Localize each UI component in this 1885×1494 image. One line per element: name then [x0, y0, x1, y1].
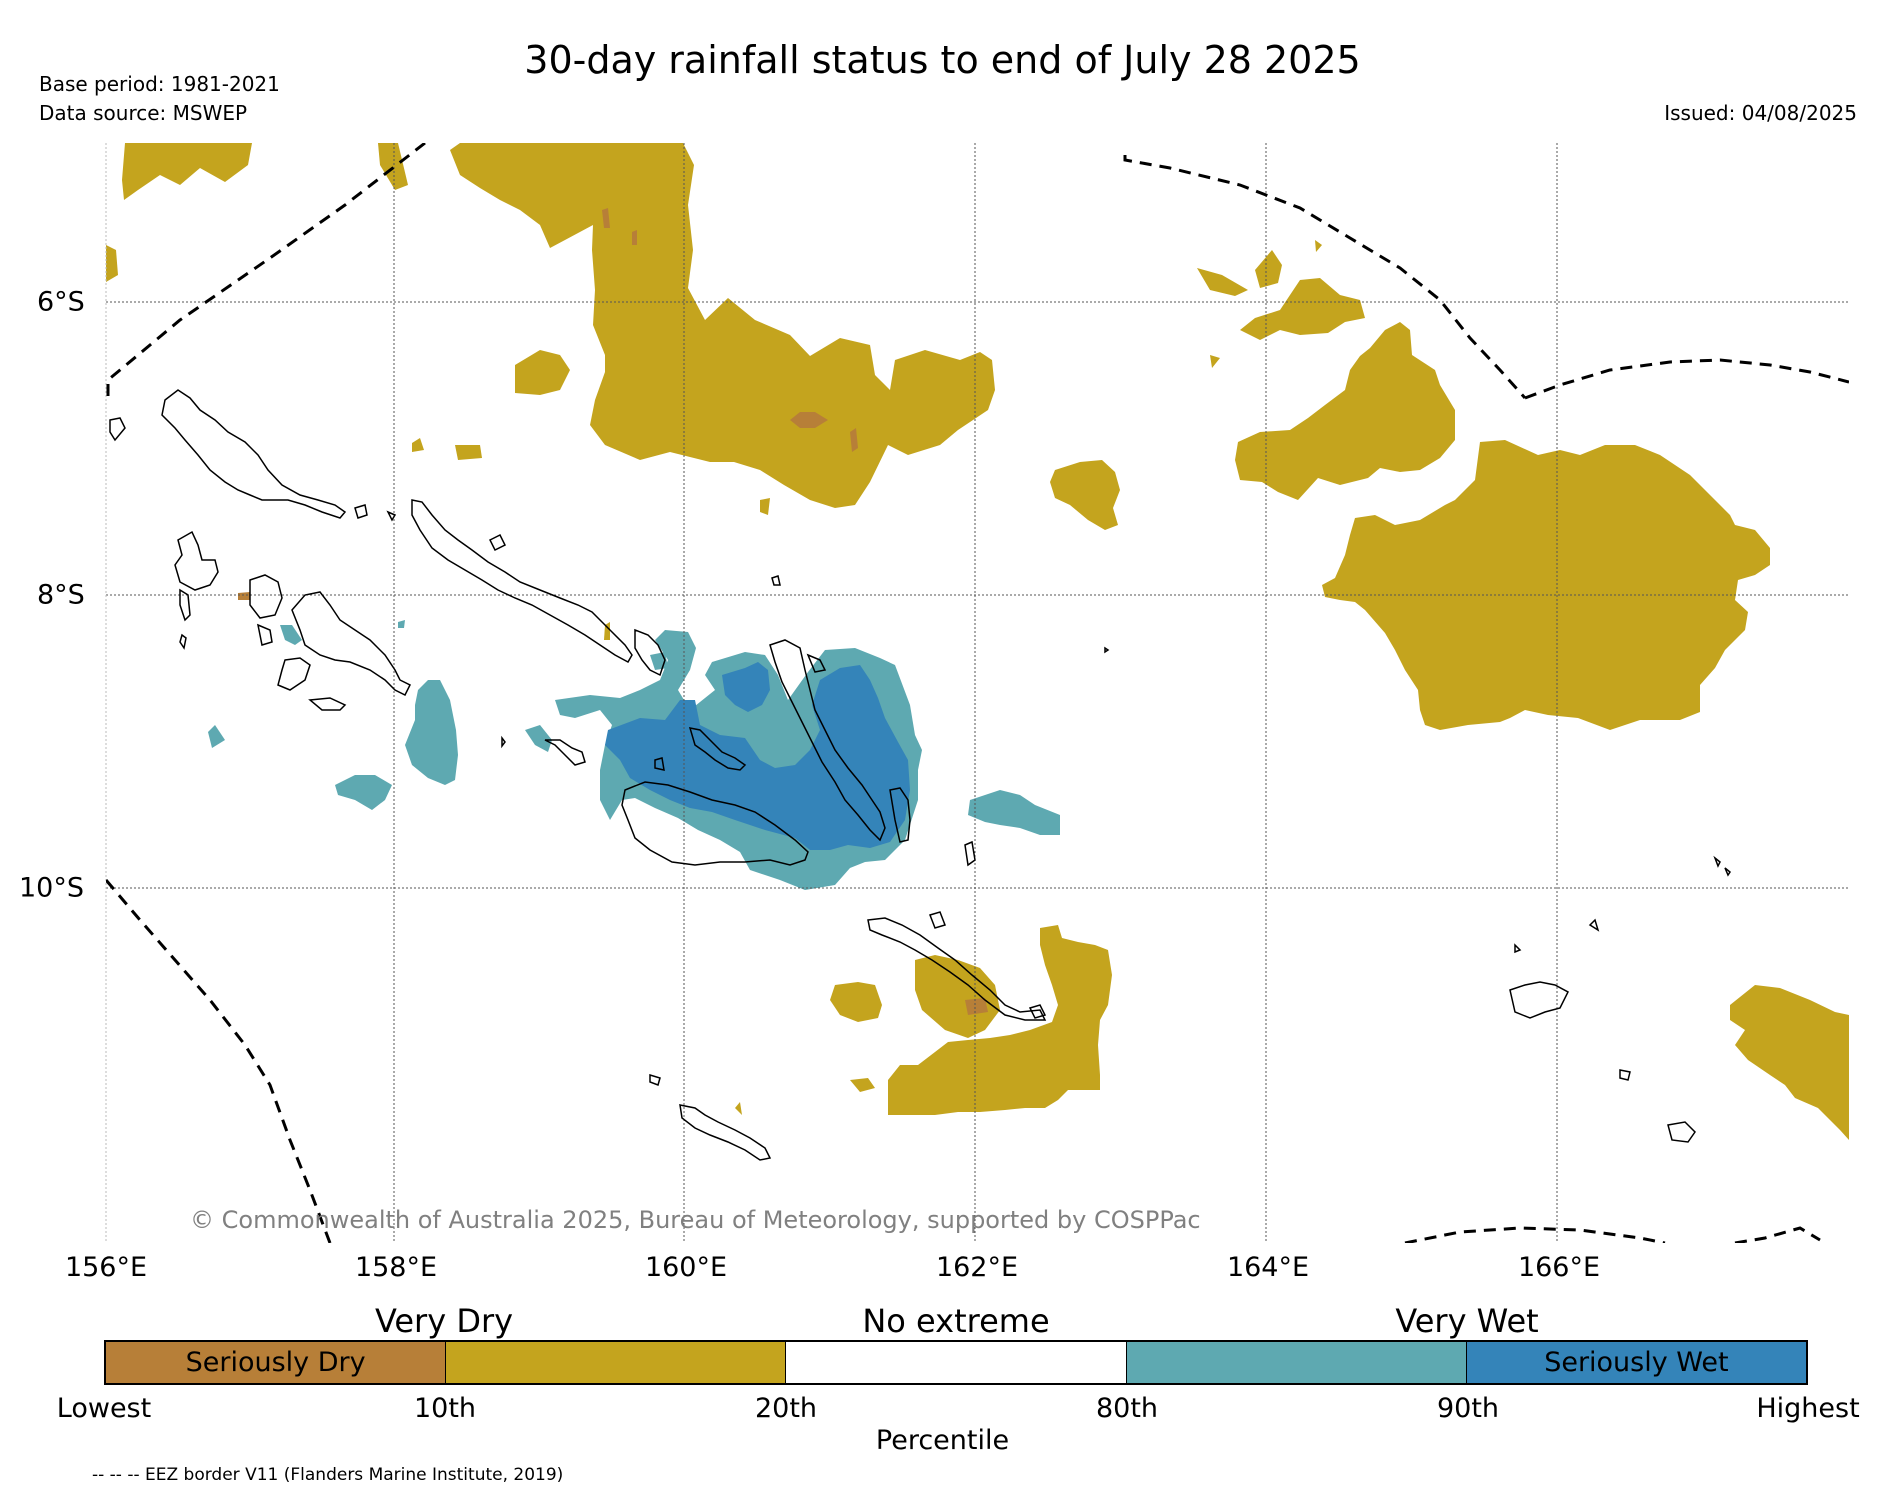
pct-label-lowest: Lowest	[56, 1393, 152, 1424]
base-period: Base period: 1981-2021	[39, 72, 280, 96]
eez-borders	[106, 143, 1849, 1243]
coastlines	[109, 389, 1732, 1161]
pct-label-20th: 20th	[754, 1393, 818, 1424]
lon-label-160e: 160°E	[644, 1252, 728, 1283]
pct-label-80th: 80th	[1095, 1393, 1159, 1424]
lat-label-10s: 10°S	[19, 872, 84, 904]
pct-label-10th: 10th	[413, 1393, 477, 1424]
lon-label-164e: 164°E	[1226, 1252, 1310, 1283]
legend-segment-seriously-wet: Seriously Wet	[1466, 1342, 1807, 1383]
lon-label-162e: 162°E	[935, 1252, 1019, 1283]
legend-colorbar: Seriously Dry Seriously Wet	[104, 1340, 1808, 1385]
issued-date: Issued: 04/08/2025	[1664, 101, 1857, 125]
data-source: Data source: MSWEP	[39, 101, 248, 125]
copyright-notice: © Commonwealth of Australia 2025, Bureau…	[190, 1206, 1201, 1234]
graticule	[106, 143, 1849, 1243]
seriously-wet-regions	[605, 662, 910, 850]
lon-label-166e: 166°E	[1517, 1252, 1601, 1283]
very-dry-regions	[106, 143, 1849, 1140]
legend-segment-seriously-dry: Seriously Dry	[106, 1342, 447, 1383]
lat-label-6s: 6°S	[37, 286, 85, 318]
legend-no-extreme: No extreme	[862, 1302, 1050, 1340]
percentile-axis-title: Percentile	[875, 1425, 1010, 1456]
map-title: 30-day rainfall status to end of July 28…	[524, 38, 1361, 82]
lat-label-8s: 8°S	[37, 579, 85, 611]
legend-segment-no-extreme	[786, 1342, 1127, 1383]
legend-very-wet: Very Wet	[1395, 1302, 1539, 1340]
lon-label-156e: 156°E	[64, 1252, 148, 1283]
seriously-dry-regions	[238, 208, 988, 1015]
eez-note: -- -- -- EEZ border V11 (Flanders Marine…	[92, 1465, 564, 1485]
legend-segment-very-wet	[1126, 1342, 1467, 1383]
pct-label-90th: 90th	[1436, 1393, 1500, 1424]
legend-very-dry: Very Dry	[374, 1302, 514, 1340]
legend-segment-very-dry	[446, 1342, 787, 1383]
lon-label-158e: 158°E	[354, 1252, 438, 1283]
pct-label-highest: Highest	[1756, 1393, 1860, 1424]
